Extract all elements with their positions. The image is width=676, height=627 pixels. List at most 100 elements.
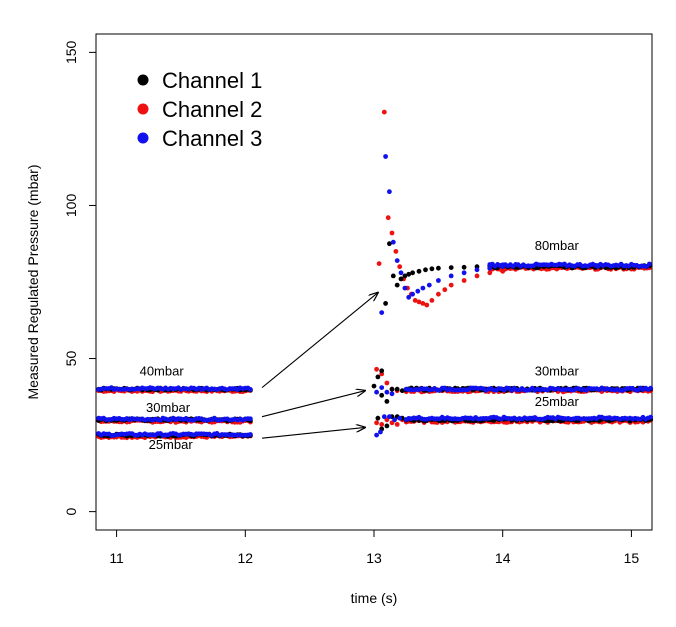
data-point — [461, 270, 467, 276]
data-point — [389, 386, 395, 392]
data-point — [375, 415, 381, 421]
x-tick-label: 14 — [495, 550, 511, 566]
annotation-label: 40mbar — [140, 363, 185, 378]
data-point — [429, 266, 435, 272]
data-point — [374, 432, 379, 438]
data-point — [412, 298, 418, 303]
data-point — [384, 399, 390, 404]
data-point — [376, 261, 382, 266]
data-point — [420, 301, 426, 306]
legend-marker — [137, 103, 149, 115]
data-point — [416, 268, 422, 274]
x-tick-label: 15 — [624, 550, 640, 566]
data-point — [375, 374, 381, 380]
data-point — [398, 270, 404, 276]
data-point — [381, 414, 387, 420]
data-point — [410, 270, 415, 276]
data-point — [487, 265, 493, 271]
data-point — [448, 273, 454, 279]
data-point — [420, 285, 426, 291]
data-point — [402, 285, 408, 291]
annotation-arrow — [261, 293, 378, 389]
data-point — [500, 264, 506, 270]
data-point — [424, 302, 430, 308]
data-point — [390, 273, 396, 279]
annotation-label: 30mbar — [146, 400, 191, 415]
data-point — [390, 239, 396, 245]
data-point — [406, 294, 412, 300]
data-point — [410, 291, 415, 297]
data-point — [398, 276, 404, 282]
annotation-label: 30mbar — [535, 363, 580, 378]
data-point — [416, 299, 422, 305]
x-tick-label: 12 — [238, 550, 254, 566]
legend: Channel 1 Channel 2 Channel 3 — [137, 68, 262, 151]
data-point — [379, 368, 385, 374]
x-tick-label: 11 — [109, 550, 124, 566]
data-point — [248, 387, 253, 392]
data-point — [384, 380, 390, 386]
data-point — [389, 391, 395, 397]
y-tick-label: 50 — [63, 351, 79, 367]
data-point — [474, 273, 480, 279]
annotation-arrow — [261, 427, 365, 439]
y-tick-label: 0 — [63, 508, 79, 516]
data-point — [461, 278, 467, 283]
annotation-label: 25mbar — [149, 437, 194, 452]
data-point — [648, 385, 654, 391]
data-point — [429, 298, 435, 303]
data-point — [399, 388, 405, 394]
data-point — [384, 389, 390, 395]
data-point — [487, 270, 493, 276]
data-point — [383, 301, 388, 306]
data-point — [383, 154, 388, 159]
annotation-label: 80mbar — [535, 238, 580, 253]
data-point — [448, 265, 454, 270]
legend-label: Channel 2 — [162, 97, 262, 122]
data-point — [394, 386, 400, 392]
data-point — [393, 249, 399, 254]
data-point — [426, 282, 432, 288]
annotations: 40mbar 30mbar 25mbar 80mbar 30mbar 25mbar — [140, 238, 580, 452]
data-point — [387, 414, 392, 420]
data-point — [500, 268, 506, 274]
data-point — [385, 215, 391, 221]
legend-marker — [137, 132, 149, 144]
data-points — [96, 109, 654, 441]
y-axis-label: Measured Regulated Pressure (mbar) — [25, 165, 41, 400]
data-point — [436, 291, 441, 297]
data-point — [397, 264, 403, 270]
data-point — [474, 267, 480, 273]
data-point — [394, 422, 400, 427]
legend-marker — [137, 74, 149, 86]
data-point — [374, 389, 379, 395]
legend-label: Channel 1 — [162, 68, 262, 93]
data-point — [415, 288, 421, 294]
legend-label: Channel 3 — [162, 126, 262, 151]
data-point — [392, 417, 397, 423]
data-point — [402, 273, 408, 279]
data-point — [374, 420, 379, 426]
annotation-arrow — [261, 391, 365, 418]
x-axis: 11 12 13 14 15 — [109, 529, 640, 566]
data-point — [389, 230, 395, 236]
data-point — [384, 423, 390, 429]
data-point — [648, 414, 654, 420]
data-point — [379, 310, 385, 315]
data-point — [406, 271, 412, 277]
data-point — [647, 261, 652, 267]
annotation-arrows — [261, 293, 378, 439]
data-point — [374, 366, 379, 372]
data-point — [436, 278, 441, 283]
data-point — [381, 109, 387, 115]
data-point — [394, 282, 400, 288]
annotation-label: 25mbar — [535, 394, 580, 409]
data-point — [394, 258, 400, 263]
data-point — [397, 415, 403, 421]
data-point — [379, 385, 385, 390]
data-point — [461, 264, 467, 270]
data-point — [379, 422, 385, 427]
x-axis-label: time (s) — [351, 590, 398, 606]
y-tick-label: 150 — [63, 40, 79, 64]
